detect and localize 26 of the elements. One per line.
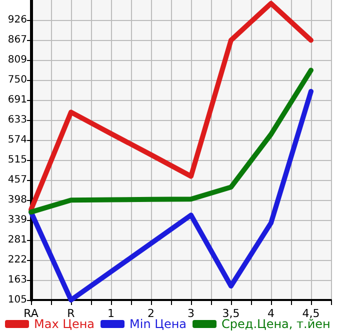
x-tick-label: 3,5 <box>222 307 240 320</box>
y-tick-label: 691 <box>8 94 27 106</box>
x-tick-label: 2 <box>148 307 154 320</box>
x-tick-label: 4 <box>268 307 274 320</box>
y-tick-label: 515 <box>8 154 27 166</box>
y-tick-label: 633 <box>8 114 27 126</box>
y-tick-label: 750 <box>8 74 27 86</box>
y-tick-label: 163 <box>8 274 27 286</box>
legend-label: Min Цена <box>130 317 187 331</box>
y-tick-label: 222 <box>8 254 27 266</box>
y-tick-label: 867 <box>8 34 27 46</box>
legend-label: Max Цена <box>34 317 95 331</box>
y-tick-label: 281 <box>8 234 27 246</box>
legend-label: Сред.Цена, т.йен <box>222 317 330 331</box>
x-tick-label: R <box>67 307 76 320</box>
y-tick-label: 105 <box>8 294 27 306</box>
y-tick-label: 457 <box>8 174 27 186</box>
y-tick-label: 926 <box>8 14 27 26</box>
x-tick-label: 4,5 <box>302 307 320 320</box>
y-tick-label: 398 <box>8 194 27 206</box>
y-tick-label: 574 <box>8 134 27 146</box>
x-tick-label: 1 <box>108 307 114 320</box>
y-tick-label: 809 <box>8 54 27 66</box>
y-tick-label: 339 <box>8 214 27 226</box>
x-tick-label: RA <box>24 307 39 320</box>
x-tick-label: 3 <box>188 307 194 320</box>
